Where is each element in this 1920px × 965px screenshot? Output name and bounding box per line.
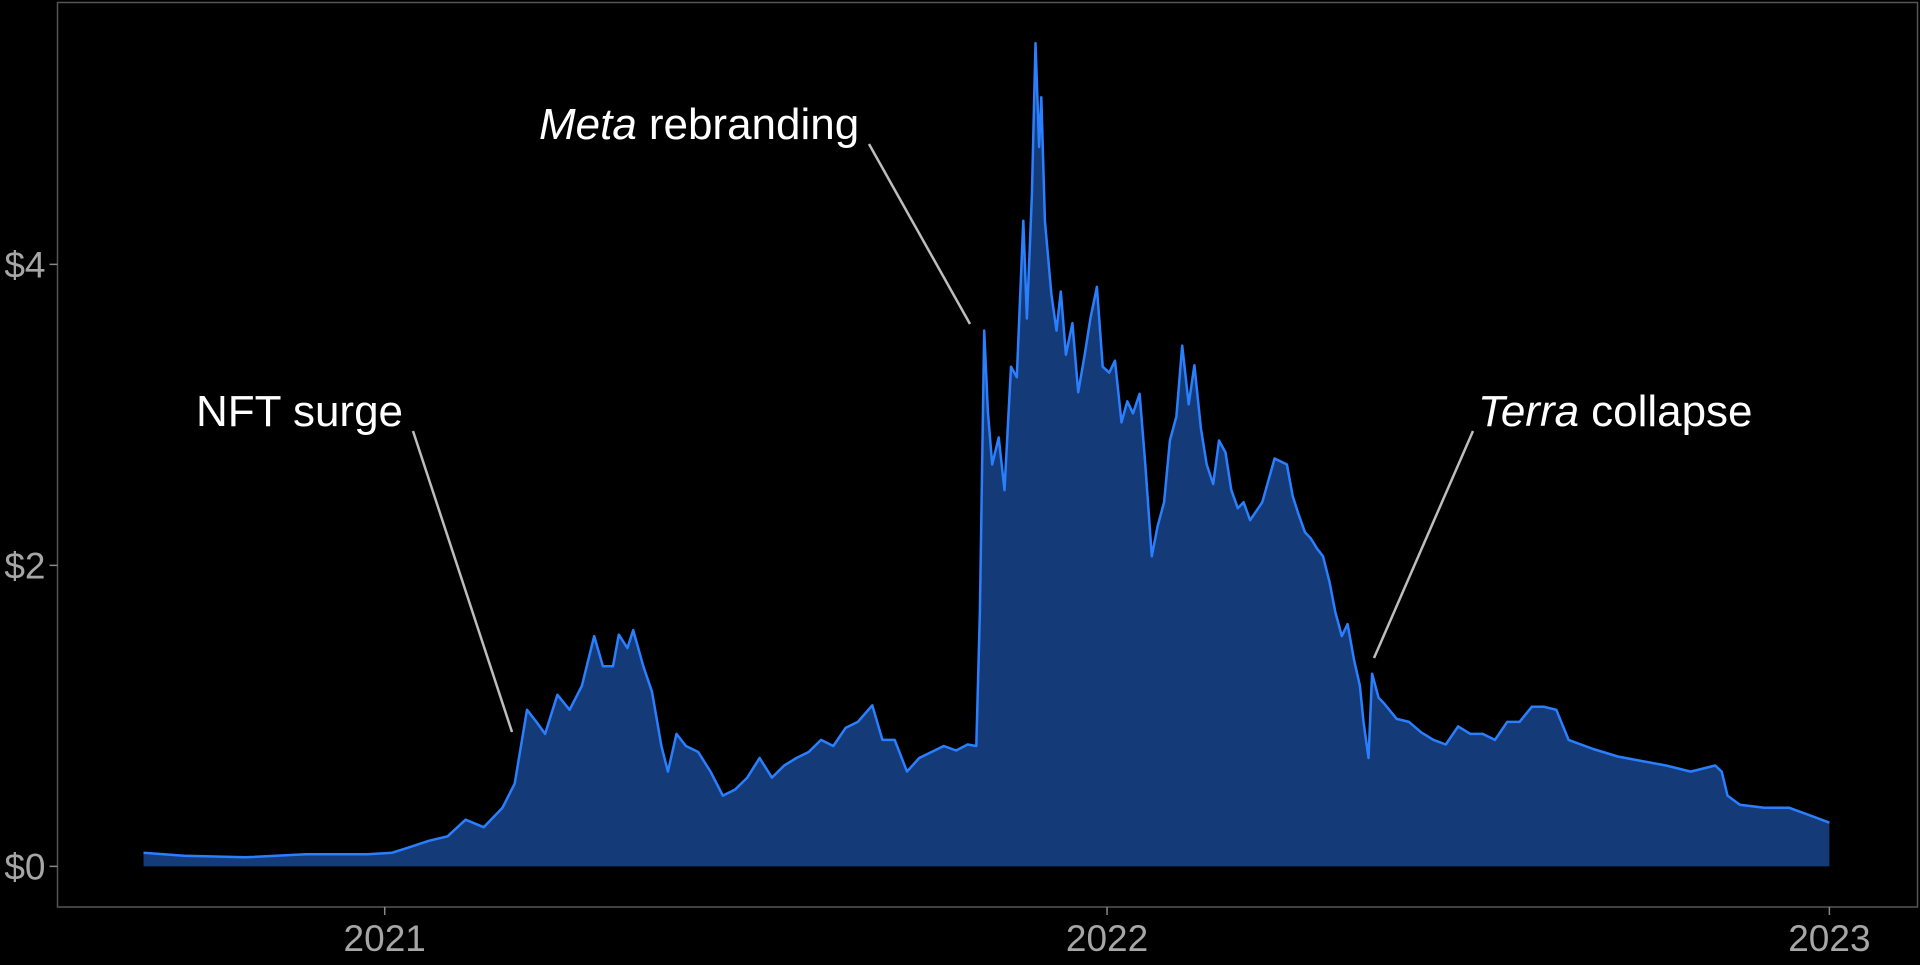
leader-line xyxy=(867,143,972,325)
x-tick-label: 2021 xyxy=(344,918,426,959)
annotation: Terra collapse xyxy=(1478,387,1753,436)
area xyxy=(143,43,1830,867)
annotation: Meta rebranding xyxy=(539,100,859,149)
panel-border xyxy=(56,1,1919,908)
annotation-text: NFT surge xyxy=(196,387,403,436)
annotation-text: collapse xyxy=(1591,387,1752,436)
annotation-italic: Terra xyxy=(1478,387,1579,436)
leader-line xyxy=(1372,430,1475,659)
x-tick-label: 2022 xyxy=(1066,918,1148,959)
annotation-text: rebranding xyxy=(649,100,859,149)
annotation-italic: Meta xyxy=(539,100,637,149)
x-tick-label: 2023 xyxy=(1788,918,1870,959)
y-tick-label: $2 xyxy=(4,545,45,586)
leader-line xyxy=(411,430,514,733)
y-tick-label: $0 xyxy=(4,846,45,887)
line xyxy=(143,41,1830,859)
y-tick-label: $4 xyxy=(4,244,45,285)
annotation: NFT surge xyxy=(196,387,403,436)
